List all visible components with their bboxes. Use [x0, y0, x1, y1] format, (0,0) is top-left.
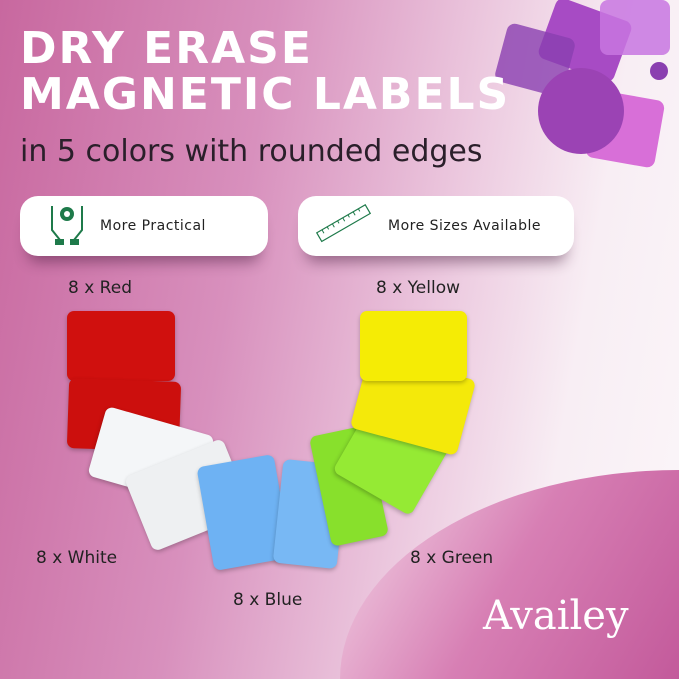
subtitle: in 5 colors with rounded edges	[20, 134, 483, 169]
yellow-label-card	[360, 311, 467, 381]
headline-line1: DRY ERASE	[20, 23, 313, 74]
headline-line2: MAGNETIC LABELS	[20, 69, 511, 120]
hands-gear-icon	[48, 202, 86, 250]
ruler-icon	[314, 203, 374, 248]
red-quantity: 8 x Red	[68, 278, 132, 298]
blue-quantity: 8 x Blue	[233, 590, 303, 610]
green-quantity: 8 x Green	[410, 548, 494, 568]
deco-square	[600, 0, 670, 55]
deco-circle	[538, 68, 624, 154]
yellow-quantity: 8 x Yellow	[376, 278, 461, 298]
feature-sizes: More Sizes Available	[298, 196, 574, 256]
brand-logo: Availey	[483, 593, 629, 639]
feature-label: More Sizes Available	[388, 218, 542, 234]
feature-label: More Practical	[100, 218, 206, 234]
feature-practical: More Practical	[20, 196, 268, 256]
deco-dot	[650, 62, 668, 80]
white-quantity: 8 x White	[36, 548, 118, 568]
red-label-card	[67, 311, 175, 381]
